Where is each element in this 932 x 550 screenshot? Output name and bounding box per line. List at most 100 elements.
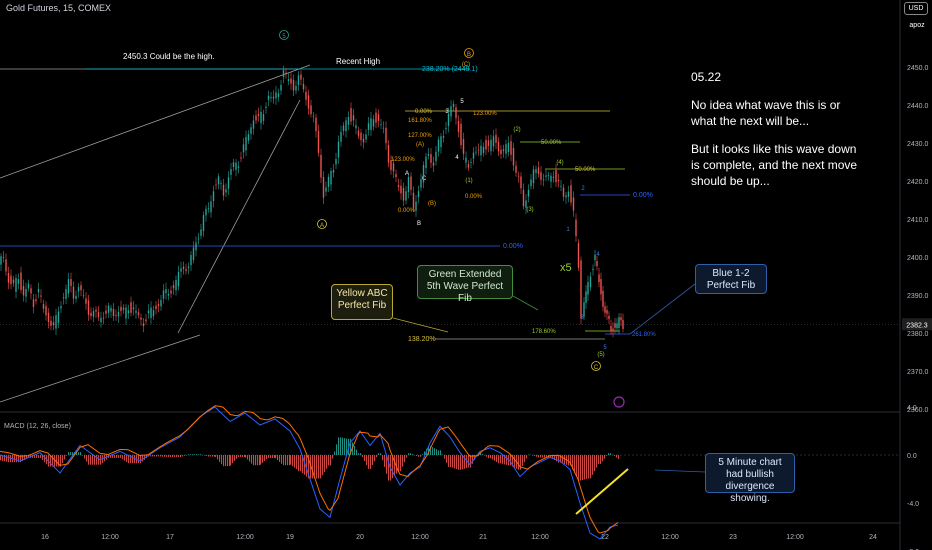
time-tick-label: 12:00 xyxy=(411,534,429,541)
macd-hist-bar xyxy=(410,453,412,455)
macd-line xyxy=(0,406,619,540)
candle-body xyxy=(220,183,222,184)
candle-body xyxy=(560,185,562,187)
macd-hist-bar xyxy=(610,453,612,455)
macd-hist-bar xyxy=(110,455,112,458)
macd-hist-bar xyxy=(268,455,270,458)
fib-0-blue-right-text: 0.00% xyxy=(633,192,653,199)
macd-hist-bar xyxy=(210,455,212,457)
macd-hist-bar xyxy=(450,455,452,467)
macd-hist-bar xyxy=(448,455,450,467)
macd-hist-bar xyxy=(618,455,620,459)
macd-hist-bar xyxy=(16,455,18,463)
candle-body xyxy=(107,305,110,313)
macd-hist-bar xyxy=(442,454,444,455)
candle-body xyxy=(490,139,492,152)
macd-hist-bar xyxy=(382,455,384,461)
macd-hist-bar xyxy=(336,444,338,455)
candle-body xyxy=(32,299,35,308)
wave-label-circle xyxy=(591,361,601,371)
callout-green-5th: Green Extended 5th Wave Perfect Fib xyxy=(417,265,513,304)
macd-hist-bar xyxy=(8,455,10,463)
macd-hist-bar xyxy=(408,453,410,455)
candle-body xyxy=(345,120,347,132)
macd-hist-bar xyxy=(174,455,176,458)
candle-body xyxy=(410,176,412,190)
macd-hist-bar xyxy=(128,455,130,464)
candle-body xyxy=(400,185,402,194)
candle-body xyxy=(182,266,185,269)
candle-body xyxy=(75,295,77,299)
macd-hist-bar xyxy=(312,455,314,479)
macd-hist-bar xyxy=(279,455,281,462)
candle-body xyxy=(150,307,152,318)
fib-123-text: 123.00% xyxy=(391,157,415,163)
macd-hist-bar xyxy=(498,455,500,464)
candle-body xyxy=(357,130,360,136)
candle-body xyxy=(375,112,377,123)
macd-hist-bar xyxy=(446,455,448,463)
macd-hist-bar xyxy=(208,455,210,457)
candle-body xyxy=(530,179,532,187)
candle-body xyxy=(550,175,552,182)
candle-body xyxy=(577,243,580,268)
currency-button[interactable]: USD xyxy=(904,2,928,15)
trend-line xyxy=(177,99,301,334)
candle-body xyxy=(572,197,575,211)
macd-hist-bar xyxy=(0,455,2,461)
macd-hist-bar xyxy=(368,455,370,470)
macd-hist-bar xyxy=(528,454,530,456)
price-tick-label: 2370.0 xyxy=(907,369,929,376)
macd-hist-bar xyxy=(416,455,418,456)
macd-hist-bar xyxy=(214,455,216,457)
time-tick-label: 12:00 xyxy=(531,534,549,541)
candle-body xyxy=(130,302,132,313)
macd-hist-bar xyxy=(574,455,576,473)
candle-body xyxy=(60,306,62,309)
time-tick-label: 22 xyxy=(601,534,609,541)
time-tick-label: 19 xyxy=(286,534,294,541)
candle-body xyxy=(330,170,332,185)
candle-body xyxy=(117,311,120,317)
candle-body xyxy=(495,134,497,143)
candle-body xyxy=(127,310,130,314)
channel-lower-line xyxy=(0,334,201,403)
candle-body xyxy=(412,192,415,209)
candle-body xyxy=(197,238,200,240)
candle-body xyxy=(25,288,27,297)
macd-hist-bar xyxy=(227,455,229,467)
candle-body xyxy=(415,201,417,211)
macd-hist-bar xyxy=(552,455,554,459)
macd-hist-bar xyxy=(275,455,277,459)
candle-body xyxy=(422,165,425,183)
macd-hist-bar xyxy=(94,455,96,465)
macd-hist-bar xyxy=(142,455,144,462)
macd-hist-bar xyxy=(326,455,328,469)
macd-hist-bar xyxy=(281,455,283,464)
candle-body xyxy=(587,282,589,295)
macd-hist-bar xyxy=(172,455,174,458)
macd-hist-bar xyxy=(490,455,492,459)
macd-hist-bar xyxy=(534,455,536,457)
macd-hist-bar xyxy=(78,452,80,455)
scale-button[interactable]: apoz xyxy=(909,22,925,29)
candle-body xyxy=(45,305,47,316)
macd-hist-bar xyxy=(436,449,438,455)
candle-body xyxy=(600,279,602,295)
macd-hist-bar xyxy=(244,455,246,458)
candle-body xyxy=(385,127,387,144)
wave-label: 2 xyxy=(581,186,585,192)
candle-body xyxy=(532,169,535,184)
macd-hist-bar xyxy=(64,455,66,460)
candle-body xyxy=(552,177,555,178)
candle-body xyxy=(442,136,445,138)
candle-body xyxy=(545,175,547,177)
macd-hist-bar xyxy=(428,446,430,455)
macd-hist-bar xyxy=(324,455,326,472)
candle-body xyxy=(222,184,225,196)
candle-body xyxy=(310,105,312,115)
macd-hist-bar xyxy=(536,455,538,457)
macd-hist-bar xyxy=(253,455,255,466)
macd-hist-bar xyxy=(308,455,310,479)
